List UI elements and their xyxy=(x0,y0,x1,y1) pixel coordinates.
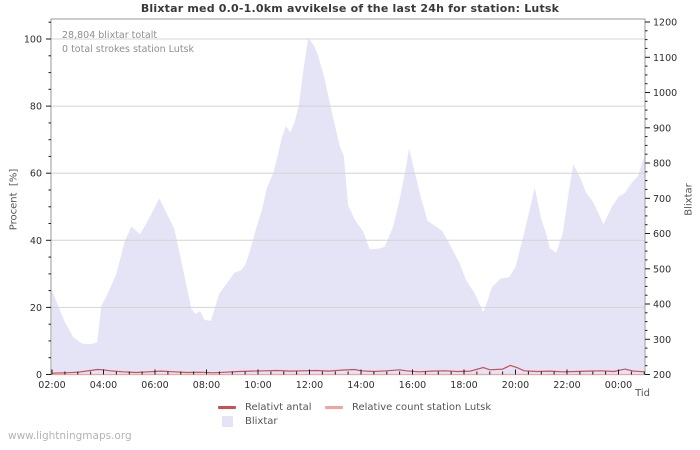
right-axis-title: Blixtar xyxy=(683,183,695,216)
right-axis-tick-label: 1200 xyxy=(653,18,677,29)
x-axis-tick-label: 22:00 xyxy=(553,380,580,391)
left-axis-tick-label: 80 xyxy=(30,102,42,113)
right-axis-tick-label: 800 xyxy=(653,159,671,170)
left-axis-tick-label: 20 xyxy=(30,303,42,314)
chart-title: Blixtar med 0.0-1.0km avvikelse of the l… xyxy=(140,2,560,15)
legend-item-station: Relative count station Lutsk xyxy=(325,402,491,413)
x-axis-tick-label: 14:00 xyxy=(347,380,374,391)
x-axis-tick-label: 18:00 xyxy=(450,380,477,391)
x-axis-tick-label: 20:00 xyxy=(502,380,529,391)
x-axis-tick-label: 06:00 xyxy=(141,380,168,391)
annotation-total-strokes: 28,804 blixtar totalt xyxy=(62,30,158,41)
right-axis-tick-label: 400 xyxy=(653,300,671,311)
x-axis-tick-label: 16:00 xyxy=(399,380,426,391)
right-axis-tick-label: 1100 xyxy=(653,53,677,64)
area-series-blixtar xyxy=(52,37,645,375)
right-axis-tick-label: 600 xyxy=(653,229,671,240)
right-axis-tick-label: 700 xyxy=(653,194,671,205)
legend-swatch-station xyxy=(325,406,343,409)
right-axis-tick-label: 1000 xyxy=(653,88,677,99)
left-axis-title: Procent [%] xyxy=(8,168,20,231)
x-axis-tick-label: 02:00 xyxy=(38,380,65,391)
left-axis-tick-label: 0 xyxy=(36,370,42,381)
legend-label-blixtar: Blixtar xyxy=(245,416,278,427)
x-axis-tick-label: 04:00 xyxy=(90,380,117,391)
x-axis-tick-label: 00:00 xyxy=(605,380,632,391)
legend-label-relative: Relativt antal xyxy=(245,402,312,413)
x-axis-tick-label: 10:00 xyxy=(244,380,271,391)
legend-label-station: Relative count station Lutsk xyxy=(352,402,492,413)
left-axis-tick-label: 40 xyxy=(30,236,42,247)
legend-item-relative: Relativt antal xyxy=(218,402,312,413)
left-axis-tick-label: 100 xyxy=(24,35,42,46)
legend-item-blixtar: Blixtar xyxy=(222,416,278,427)
x-axis-title: Tid xyxy=(635,388,650,399)
x-axis-tick-label: 12:00 xyxy=(296,380,323,391)
right-axis-tick-label: 300 xyxy=(653,335,671,346)
right-axis-tick-label: 200 xyxy=(653,370,671,381)
right-axis-tick-label: 900 xyxy=(653,123,671,134)
left-axis-tick-label: 60 xyxy=(30,169,42,180)
x-axis-tick-label: 08:00 xyxy=(193,380,220,391)
legend-swatch-blixtar xyxy=(222,416,233,427)
right-axis-tick-label: 500 xyxy=(653,264,671,275)
legend-swatch-relative xyxy=(218,406,236,409)
watermark-link[interactable]: www.lightningmaps.org xyxy=(8,430,132,442)
annotation-station-strokes: 0 total strokes station Lutsk xyxy=(62,44,195,55)
